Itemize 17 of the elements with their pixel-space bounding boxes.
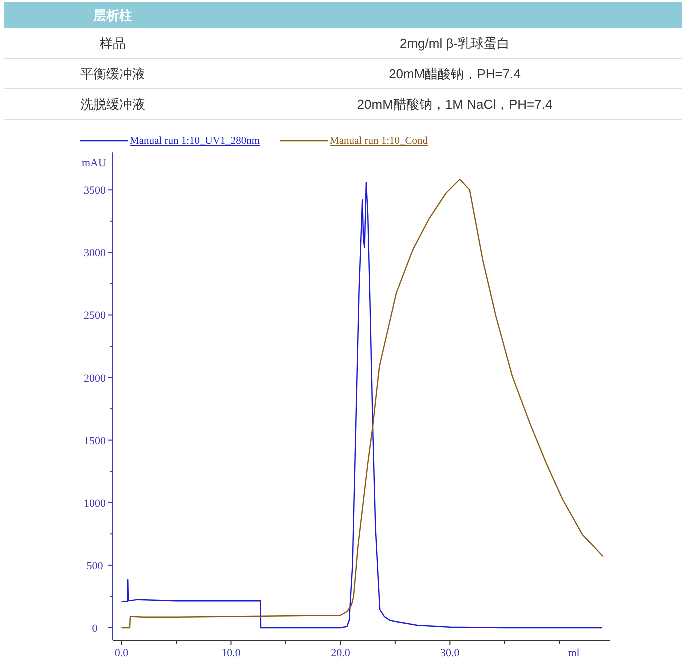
x-tick-label: 10.0 — [222, 648, 242, 660]
y-tick-label: 3000 — [84, 248, 106, 260]
x-tick-label: 0.0 — [114, 648, 130, 660]
y-tick-label: 500 — [86, 560, 104, 572]
conditions-table: 层析柱 样品 2mg/ml β-乳球蛋白 平衡缓冲液 20mM醋酸钠，PH=7.4 洗脱缓冲液 20mM醋酸钠，1M NaCl，PH=7.4 — [4, 2, 682, 120]
y-tick-label: 2000 — [84, 372, 106, 385]
legend-label: Manual run 1:10_Cond — [330, 136, 429, 147]
x-tick-label: 30.0 — [440, 648, 460, 660]
y-tick-label: 1500 — [84, 435, 106, 448]
legend-label: Manual run 1:10_UV1_280nm — [130, 136, 260, 147]
y-tick-label: 3500 — [84, 185, 106, 198]
y-axis-title: mAU — [82, 158, 106, 170]
y-tick-label: 2500 — [84, 310, 106, 322]
y-tick-label: 0 — [92, 622, 98, 635]
x-tick-label: 20.0 — [331, 648, 351, 660]
y-tick-label: 1000 — [84, 498, 106, 510]
x-axis-title: ml — [568, 648, 580, 660]
